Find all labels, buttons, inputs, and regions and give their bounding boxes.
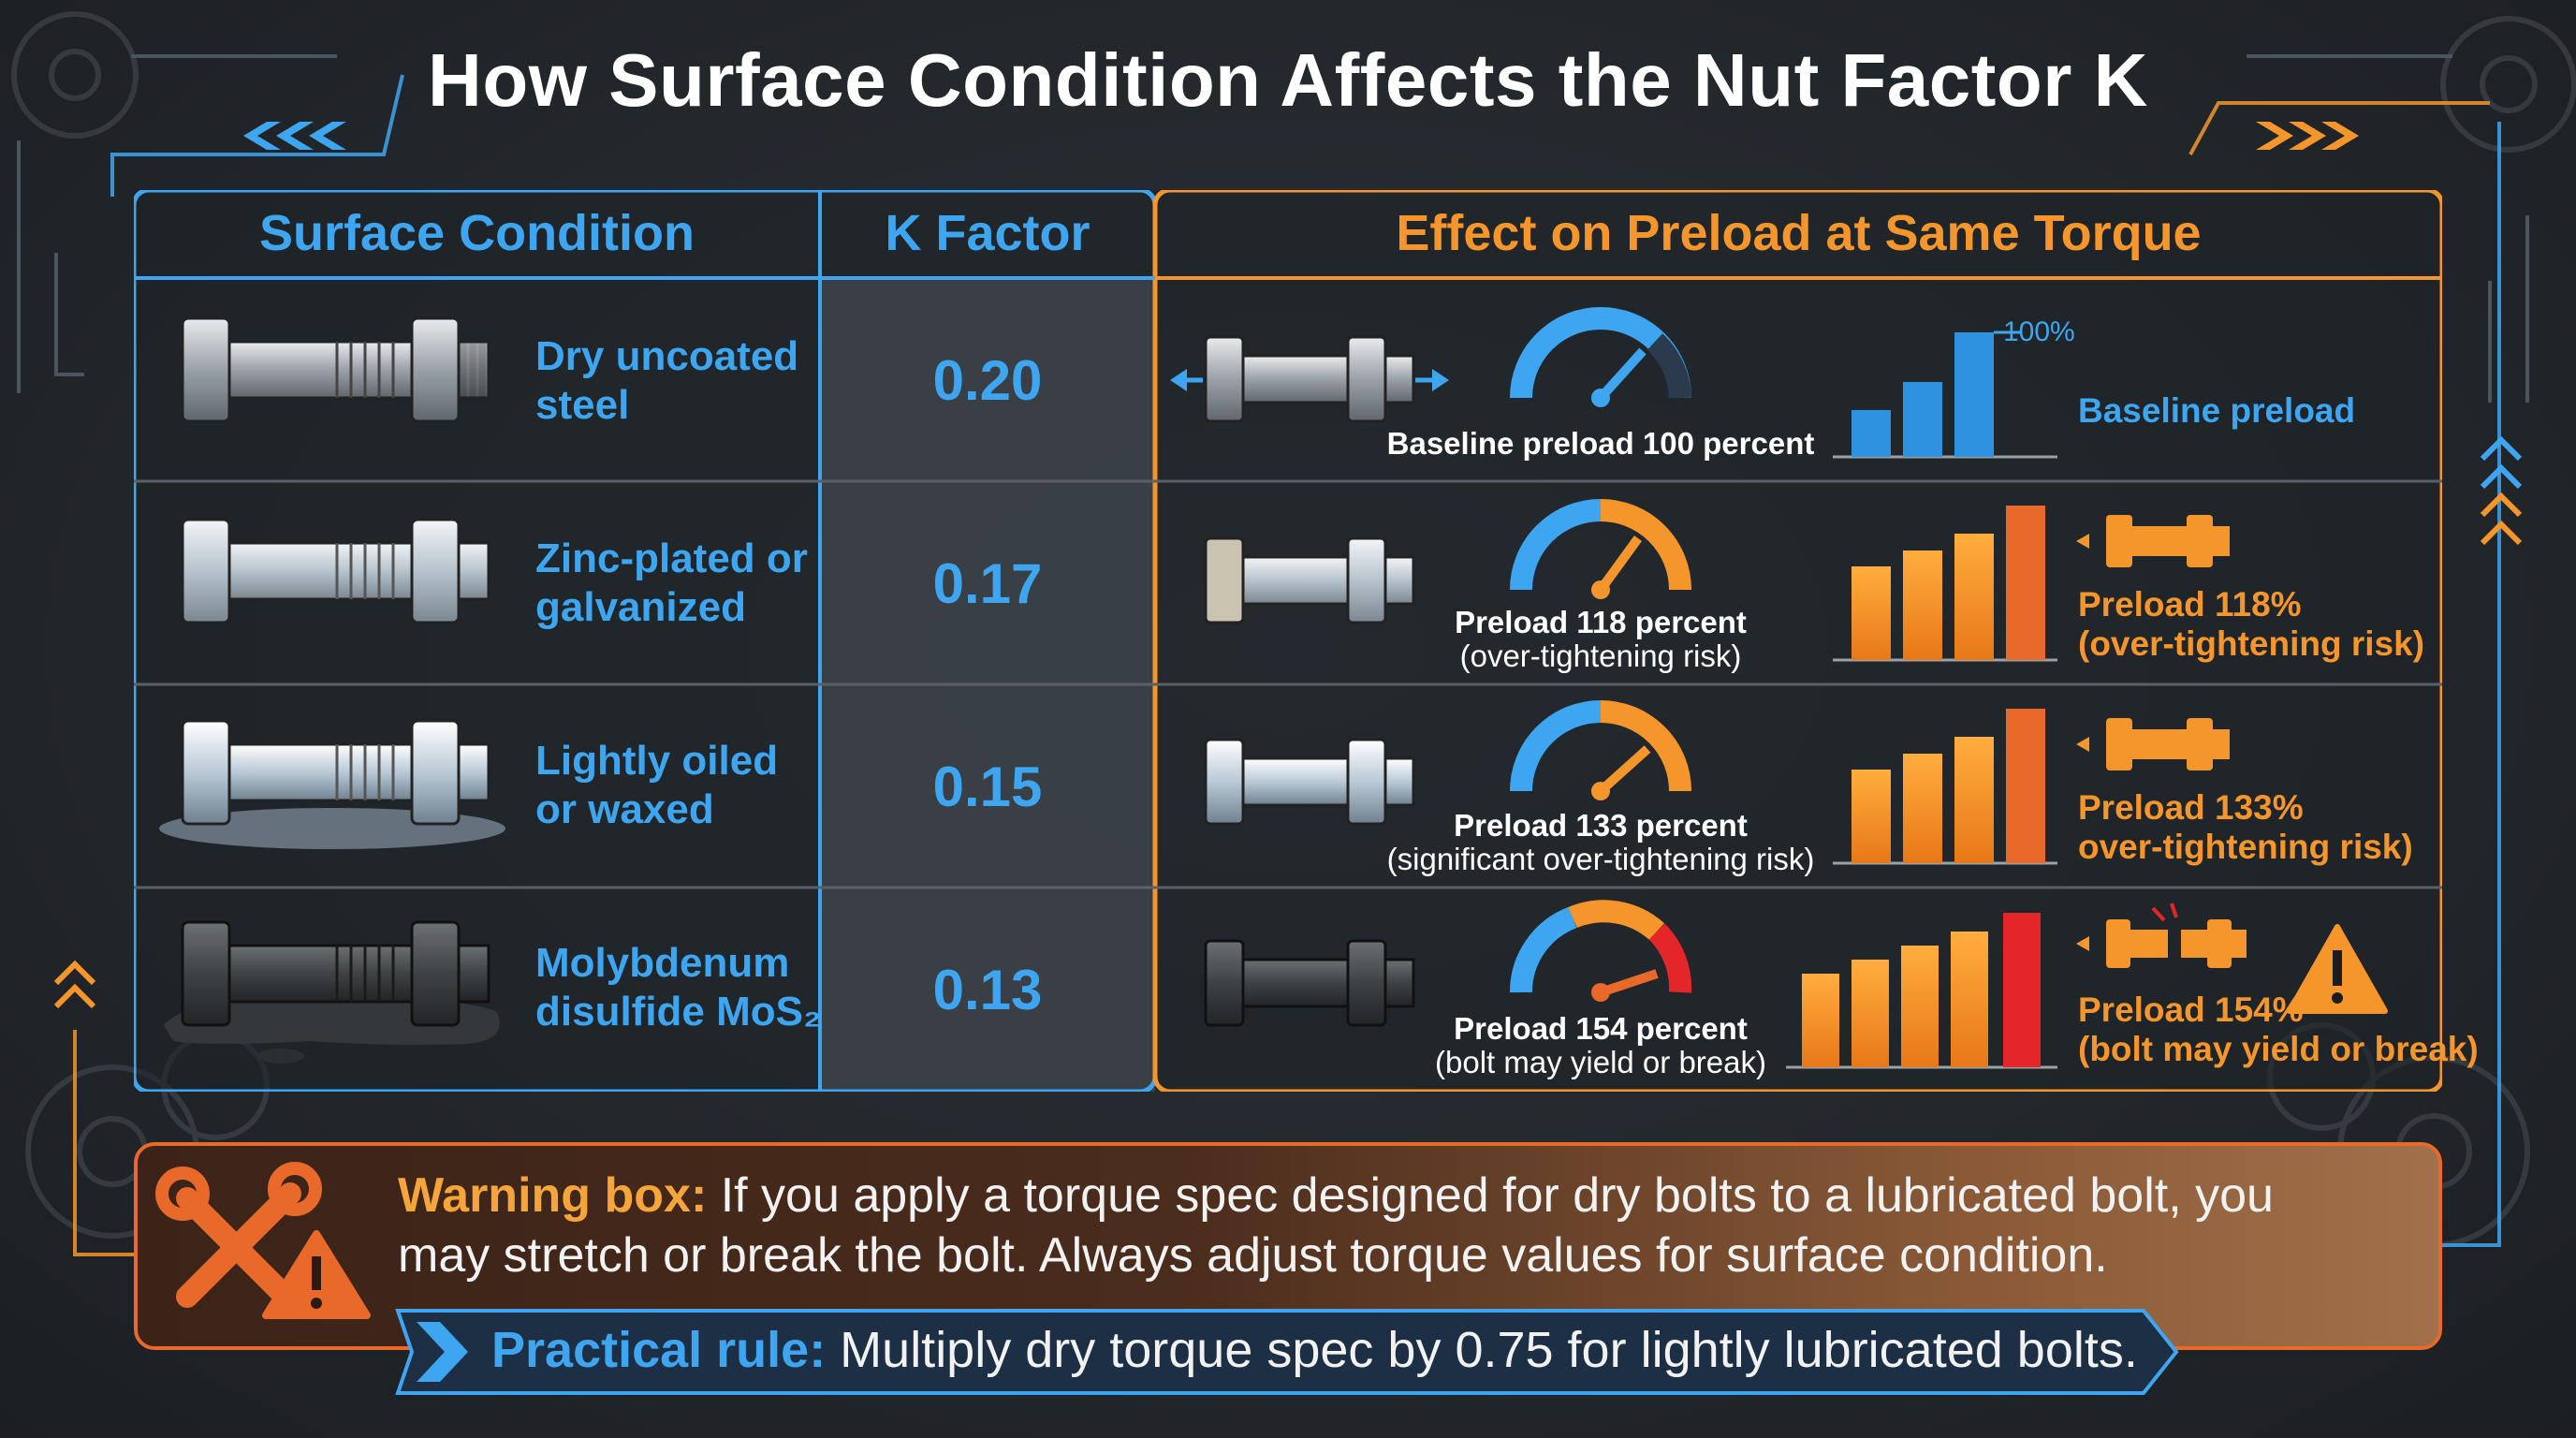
rule-text: Multiply dry torque spec by 0.75 for lig… (826, 1322, 2138, 1378)
practical-rule: Practical rule: Multiply dry torque spec… (491, 1316, 2138, 1384)
caption-line: Preload 118 percent (1455, 605, 1747, 639)
caption-line: (bolt may yield or break) (1435, 1045, 1766, 1079)
note-line: Preload 154% (2078, 990, 2304, 1029)
warning-label: Warning box: (398, 1168, 708, 1223)
preload-caption-row-3: Preload 133 percent (significant over-tig… (1367, 809, 1835, 876)
condition-line: steel (535, 382, 630, 428)
condition-line: Lightly oiled (535, 738, 779, 784)
chevron-left-icon (243, 122, 346, 150)
page-title: How Surface Condition Affects the Nut Fa… (428, 38, 2148, 122)
condition-line: disulfide MoS₂ (535, 989, 822, 1034)
condition-line: galvanized (535, 584, 746, 630)
caption-line: Baseline preload 100 percent (1386, 426, 1815, 461)
condition-line: Molybdenum (535, 940, 790, 986)
warning-line: If you apply a torque spec designed for … (707, 1168, 2274, 1223)
condition-line: Zinc-plated or (535, 536, 808, 581)
caption-line: Preload 133 percent (1454, 808, 1748, 843)
preload-caption-row-1: Baseline preload 100 percent (1367, 427, 1835, 461)
note-row-2: Preload 118% (over-tightening risk) (2078, 585, 2424, 664)
chevron-right-icon (2256, 122, 2359, 150)
header-k-factor: K Factor (885, 205, 1090, 261)
condition-line: Dry uncoated (535, 333, 799, 379)
warning-line: may stretch or break the bolt. Always ad… (398, 1228, 2108, 1283)
bar-max-label: 100% (2003, 316, 2075, 347)
k-value-row-1: 0.20 (932, 349, 1043, 412)
k-value-row-3: 0.15 (932, 756, 1043, 818)
condition-label-row-4: Molybdenum disulfide MoS₂ (535, 939, 822, 1036)
note-line: over-tightening risk) (2078, 828, 2413, 866)
k-value-row-4: 0.13 (932, 959, 1043, 1021)
condition-line: or waxed (535, 786, 714, 832)
caption-line: (over-tightening risk) (1459, 638, 1742, 673)
header-surface-condition: Surface Condition (258, 205, 695, 261)
warning-text: Warning box: If you apply a torque spec … (398, 1166, 2382, 1285)
rule-label: Practical rule: (491, 1322, 827, 1378)
note-line: (bolt may yield or break) (2078, 1030, 2479, 1068)
preload-caption-row-4: Preload 154 percent (bolt may yield or br… (1367, 1012, 1835, 1079)
note-row-3: Preload 133% over-tightening risk) (2078, 788, 2413, 867)
note-line: Preload 133% (2078, 788, 2304, 827)
k-value-row-2: 0.17 (932, 552, 1043, 615)
note-row-1: Baseline preload (2078, 391, 2356, 430)
note-row-4: Preload 154% (bolt may yield or break) (2078, 990, 2479, 1069)
header-effect-on-preload: Effect on Preload at Same Torque (1396, 205, 2202, 261)
preload-caption-row-2: Preload 118 percent (over-tightening risk… (1367, 606, 1835, 673)
note-line: Preload 118% (2078, 585, 2302, 624)
caption-line: (significant over-tightening risk) (1386, 842, 1815, 876)
condition-label-row-2: Zinc-plated or galvanized (535, 535, 808, 632)
note-line: (over-tightening risk) (2078, 624, 2425, 663)
condition-label-row-1: Dry uncoated steel (535, 332, 798, 430)
caption-line: Preload 154 percent (1454, 1011, 1748, 1046)
condition-label-row-3: Lightly oiled or waxed (535, 737, 778, 834)
